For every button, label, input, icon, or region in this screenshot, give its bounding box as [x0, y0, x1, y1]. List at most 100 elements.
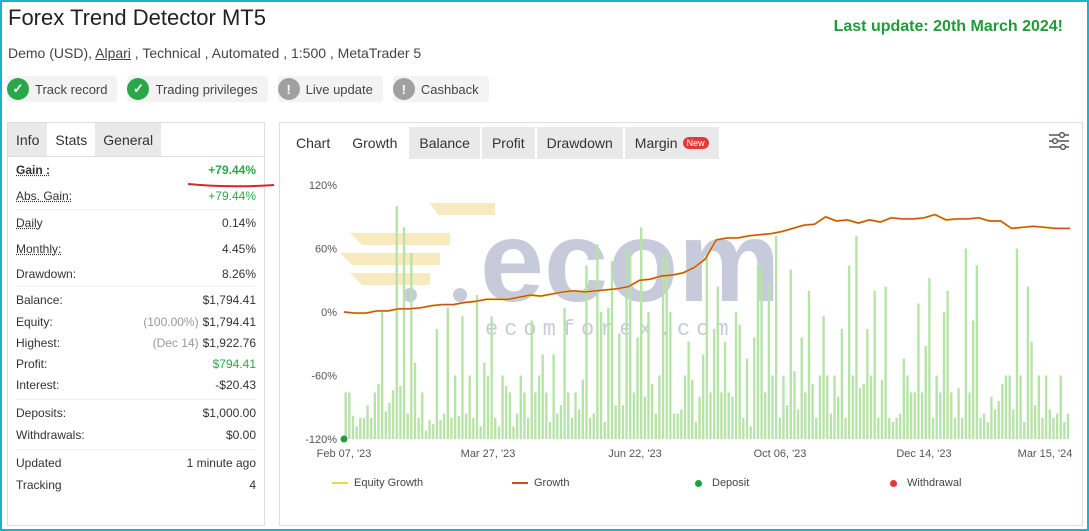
- badge-live-update[interactable]: ! Live update: [277, 76, 383, 102]
- stat-label: Tracking: [16, 477, 62, 492]
- activity-bar: [599, 312, 603, 439]
- activity-bar: [541, 354, 544, 439]
- tab-margin[interactable]: Margin New: [624, 127, 719, 159]
- tab-info[interactable]: Info: [8, 123, 48, 156]
- activity-bar: [461, 316, 464, 439]
- activity-bar: [432, 424, 435, 439]
- badge-label: Track record: [35, 81, 108, 97]
- activity-bar: [855, 235, 858, 439]
- activity-bar: [373, 392, 377, 439]
- growth-line: [343, 213, 1070, 314]
- y-tick-label: -120%: [305, 434, 337, 446]
- badge-label: Cashback: [420, 81, 479, 97]
- stat-value: -$20.43: [215, 377, 256, 392]
- legend-equity-growth[interactable]: Equity Growth: [332, 477, 512, 489]
- badge-track-record[interactable]: ✓ Track record: [7, 76, 118, 102]
- activity-bar: [778, 417, 781, 439]
- badge-trading-privileges[interactable]: ✓ Trading privileges: [127, 76, 268, 102]
- stat-equity: Equity: (100.00%) $1,794.41: [16, 311, 256, 332]
- activity-bar: [1026, 286, 1030, 439]
- activity-bar: [749, 426, 752, 439]
- y-tick-label: 60%: [315, 244, 337, 256]
- stats-rows: Gain : +79.44% Abs. Gain: +79.44% Daily …: [8, 157, 264, 495]
- exclamation-icon: !: [277, 78, 300, 100]
- activity-bar: [359, 417, 362, 439]
- activity-bar: [526, 417, 530, 439]
- activity-bar: [1041, 417, 1044, 439]
- activity-bar: [807, 290, 811, 439]
- activity-bar: [603, 422, 606, 439]
- activity-bar: [942, 312, 946, 439]
- tab-growth[interactable]: Growth: [352, 135, 398, 151]
- activity-bar: [1004, 375, 1008, 439]
- y-tick-label: 0%: [321, 307, 337, 319]
- activity-bar: [399, 386, 402, 439]
- stat-value: +79.44%: [208, 189, 256, 203]
- activity-bar: [366, 405, 369, 439]
- activity-bar: [1052, 417, 1055, 439]
- stat-value: +79.44%: [208, 163, 256, 177]
- activity-bar: [847, 265, 851, 439]
- legend-withdrawal[interactable]: Withdrawal: [890, 477, 961, 489]
- verification-badges: ✓ Track record ✓ Trading privileges ! Li…: [7, 76, 489, 102]
- broker-link[interactable]: Alpari: [95, 45, 131, 61]
- activity-bar: [727, 392, 730, 439]
- activity-bar: [705, 252, 709, 439]
- stat-label[interactable]: Monthly:: [16, 242, 62, 256]
- activity-bar: [395, 206, 398, 439]
- activity-bar: [913, 392, 916, 439]
- stat-label[interactable]: Gain :: [16, 163, 51, 177]
- settings-sliders-icon[interactable]: [1048, 131, 1070, 151]
- legend-growth[interactable]: Growth: [512, 477, 695, 489]
- last-update-banner: Last update: 20th March 2024!: [833, 18, 1063, 35]
- stat-value: 4: [249, 477, 256, 492]
- stat-daily: Daily 0.14%: [16, 210, 256, 236]
- stat-balance: Balance: $1,794.41: [16, 289, 256, 311]
- activity-bar: [559, 405, 563, 439]
- activity-bar: [607, 307, 610, 439]
- activity-bar: [687, 341, 690, 439]
- activity-bar: [570, 417, 574, 439]
- activity-bar: [515, 413, 519, 439]
- activity-bar: [472, 417, 475, 439]
- tab-general[interactable]: General: [95, 123, 162, 156]
- tab-drawdown[interactable]: Drawdown: [536, 127, 623, 159]
- legend-label: Equity Growth: [354, 477, 424, 489]
- tab-chart[interactable]: Chart: [296, 135, 331, 151]
- activity-bar: [640, 227, 643, 439]
- badge-cashback[interactable]: ! Cashback: [392, 76, 489, 102]
- activity-bar: [380, 309, 384, 439]
- stat-value: 0.14%: [221, 216, 256, 230]
- activity-bar: [508, 392, 512, 439]
- stat-label: Updated: [16, 456, 62, 470]
- activity-bar: [621, 405, 625, 439]
- activity-bar: [771, 375, 774, 439]
- activity-bar: [909, 392, 913, 439]
- activity-bar: [975, 265, 978, 439]
- activity-bar: [377, 383, 380, 439]
- tab-balance[interactable]: Balance: [409, 127, 480, 159]
- activity-bar: [869, 375, 873, 439]
- divider: [16, 286, 256, 287]
- activity-bar: [556, 413, 559, 439]
- stat-label[interactable]: Abs. Gain:: [16, 189, 73, 203]
- activity-bar: [793, 371, 796, 439]
- stat-withdrawals: Withdrawals: $0.00: [16, 424, 256, 445]
- activity-bar: [457, 415, 460, 439]
- activity-bar: [545, 392, 548, 439]
- legend-deposit[interactable]: Deposit: [695, 477, 890, 489]
- activity-bar: [428, 419, 431, 439]
- tab-margin-label: Margin: [634, 135, 678, 151]
- tab-profit[interactable]: Profit: [481, 127, 535, 159]
- activity-bar: [971, 320, 975, 439]
- activity-bar: [450, 417, 453, 439]
- activity-bar: [884, 286, 887, 439]
- stat-label[interactable]: Daily: [16, 216, 43, 230]
- tab-stats[interactable]: Stats: [47, 123, 96, 156]
- new-badge: New: [682, 137, 709, 149]
- activity-bar: [406, 413, 409, 439]
- activity-bar: [362, 417, 366, 439]
- activity-bar: [837, 396, 840, 439]
- activity-bar: [588, 417, 592, 439]
